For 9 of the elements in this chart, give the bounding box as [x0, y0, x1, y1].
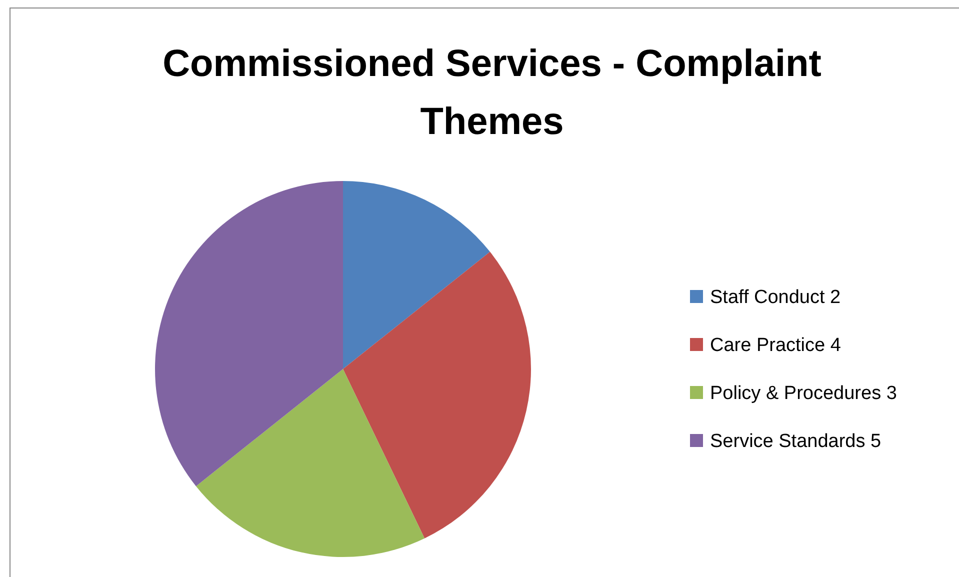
legend-label: Care Practice 4 [710, 335, 842, 356]
pie-slice [196, 369, 425, 557]
pie-slice [155, 181, 343, 486]
legend-label: Policy & Procedures 3 [710, 383, 897, 404]
pie-slice [343, 252, 531, 538]
legend-label: Staff Conduct 2 [710, 287, 841, 308]
legend-label: Service Standards 5 [710, 431, 882, 452]
pie-slice [343, 181, 490, 369]
chart-title: Commissioned Services - Complaint Themes [162, 43, 822, 143]
